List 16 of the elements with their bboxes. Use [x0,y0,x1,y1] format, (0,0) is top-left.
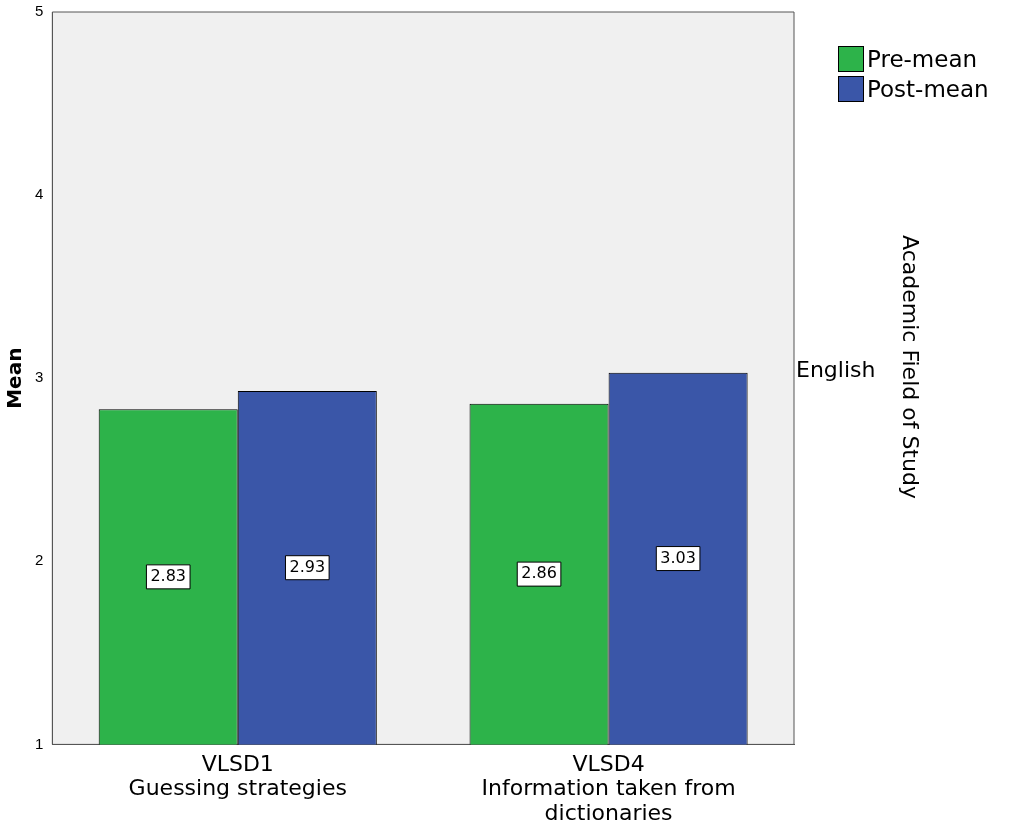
data-label: 2.93 [289,556,326,576]
legend-label: Pre-mean [867,46,978,72]
x-tick-label: VLSD4 Information taken from dictionaries [481,751,736,825]
legend-label: Post-mean [867,76,989,102]
data-label: 2.86 [521,563,557,583]
y-tick-label: 1 [35,734,44,752]
data-label: 3.03 [660,547,696,567]
x-tick-label: VLSD1 Guessing strategies [128,751,347,801]
y-tick-label: 5 [35,2,44,20]
text: English [796,357,876,382]
data-label: 2.83 [150,566,187,586]
y-axis-title: Mean [2,347,27,409]
y-tick-label: 2 [35,551,44,569]
y-tick-label: 4 [35,185,44,203]
y-tick-label: 3 [35,368,44,386]
text: Academic Field of Study [897,235,923,499]
